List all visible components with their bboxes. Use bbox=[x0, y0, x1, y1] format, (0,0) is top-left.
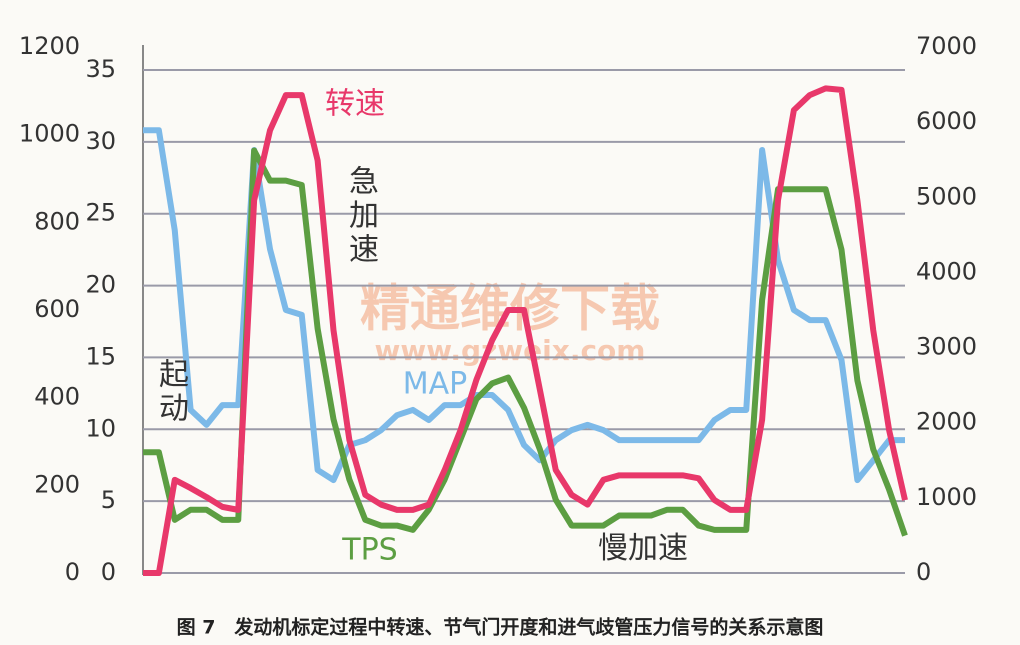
caption: 图 7 发动机标定过程中转速、节气门开度和进气歧管压力信号的关系示意图 bbox=[177, 616, 824, 639]
y3-tick-label: 800 bbox=[34, 207, 80, 235]
y-tick-label: 15 bbox=[85, 342, 116, 370]
y3-tick-label: 0 bbox=[65, 558, 80, 586]
annotation: 急加速 bbox=[343, 165, 378, 267]
y2-tick-label: 1000 bbox=[916, 483, 977, 511]
annotation: 慢加速 bbox=[598, 531, 688, 566]
series-line bbox=[143, 85, 908, 576]
y3-tick-label: 600 bbox=[34, 295, 80, 323]
series-label: MAP bbox=[403, 367, 468, 402]
y-tick-label: 10 bbox=[85, 414, 116, 442]
y-tick-label: 20 bbox=[85, 271, 116, 299]
y-tick-label: 30 bbox=[85, 127, 116, 155]
y-tick-label: 0 bbox=[101, 558, 116, 586]
y2-tick-label: 0 bbox=[916, 558, 931, 586]
y3-tick-label: 400 bbox=[34, 383, 80, 411]
series-label: TPS bbox=[341, 533, 397, 568]
series-label: 转速 bbox=[325, 87, 385, 122]
y-tick-label: 25 bbox=[85, 199, 116, 227]
y2-tick-label: 6000 bbox=[916, 107, 977, 135]
y3-tick-label: 200 bbox=[34, 470, 80, 498]
y2-tick-label: 5000 bbox=[916, 182, 977, 210]
y2-tick-label: 4000 bbox=[916, 257, 977, 285]
y2-tick-label: 2000 bbox=[916, 408, 977, 436]
y2-tick-label: 7000 bbox=[916, 32, 977, 60]
y-tick-label: 35 bbox=[85, 55, 116, 83]
watermark-url: www.gzweix.com bbox=[375, 334, 646, 367]
y3-tick-label: 1200 bbox=[19, 32, 80, 60]
y-tick-label: 5 bbox=[101, 486, 116, 514]
series-line bbox=[143, 127, 905, 484]
y3-tick-label: 1000 bbox=[19, 120, 80, 148]
y2-tick-label: 3000 bbox=[916, 333, 977, 361]
annotation: 起动 bbox=[153, 358, 188, 426]
